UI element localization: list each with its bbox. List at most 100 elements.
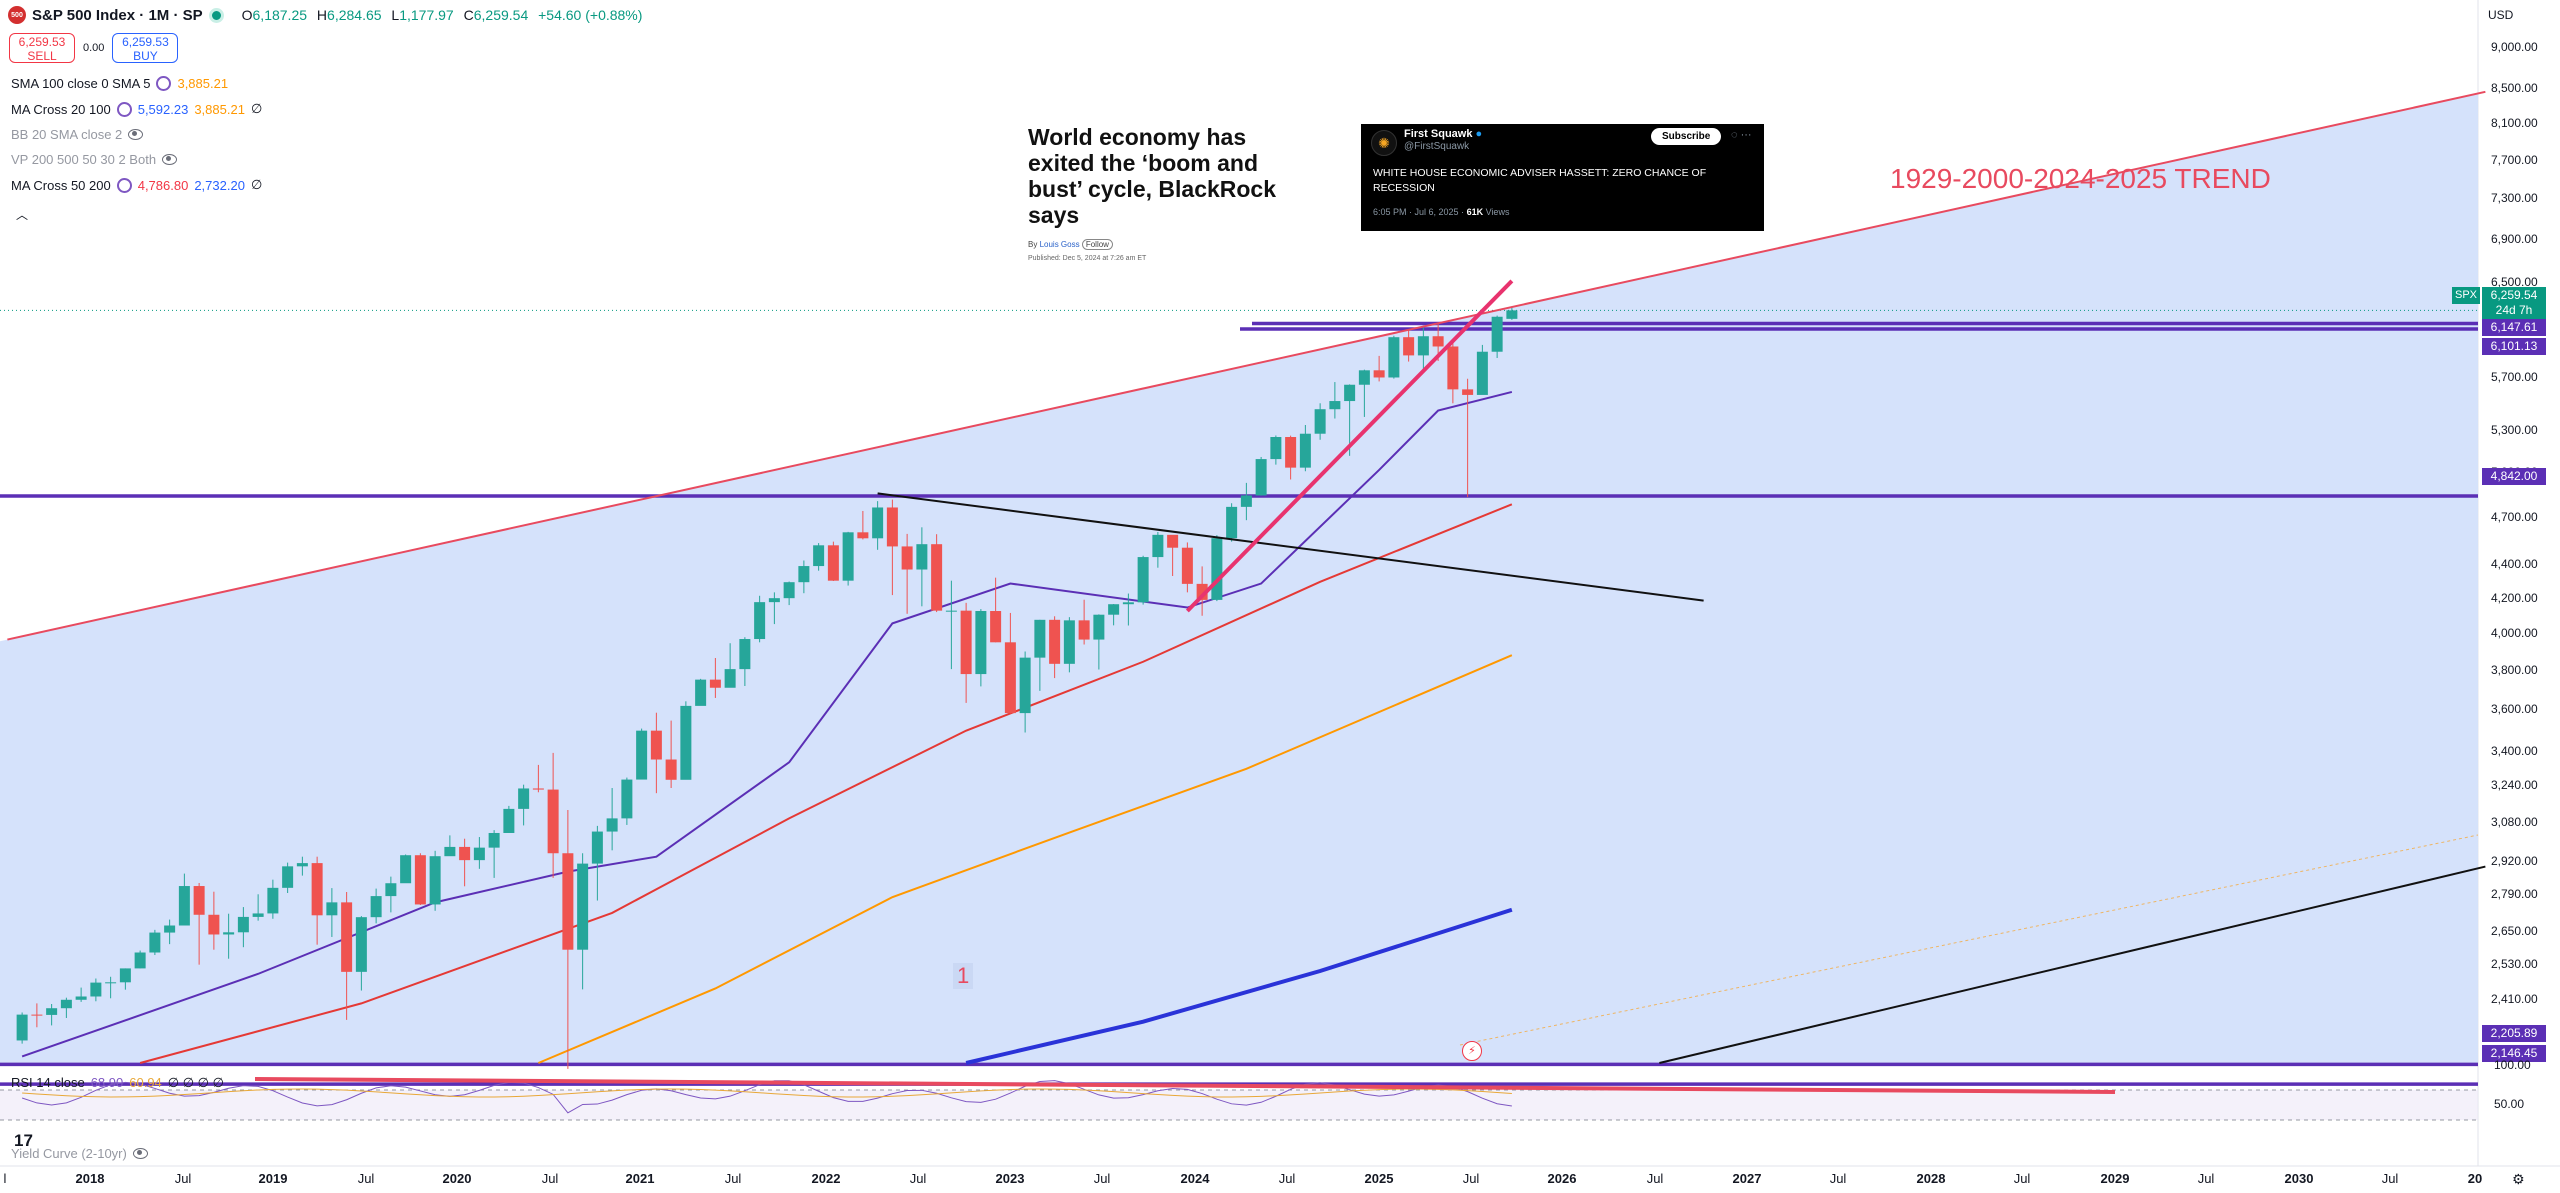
candle [960,602,972,703]
indicator-settings-icon[interactable] [156,76,172,91]
time-axis-label: 2025 [1364,1171,1394,1186]
candle [46,1003,58,1026]
candle [532,764,544,793]
candle [1152,532,1164,568]
price-axis-label: 8,500.00 [2491,81,2538,96]
price-tag: 6,147.61 [2482,319,2546,336]
candle [208,891,220,950]
time-axis-label: 2030 [2284,1171,2314,1186]
candle [709,658,721,698]
candle-body [931,544,943,611]
candle [1063,617,1075,673]
candle [945,580,957,670]
candle-body [46,1008,58,1015]
time-axis-label: 2022 [811,1171,841,1186]
price-axis-label: 3,400.00 [2491,743,2538,758]
rsi-value: 68.90 [90,1075,124,1090]
candle-body [990,611,1002,643]
hidden-eye-icon[interactable] [128,129,144,140]
currency-label[interactable]: USD [2488,8,2514,22]
projection-dotted-line [1459,834,2479,1046]
bolt-event-icon[interactable]: ⚡ [1462,1041,1482,1061]
spx-tag: SPX [2452,287,2480,304]
candle-body [134,952,146,969]
candle [252,894,264,921]
buy-label: BUY [133,49,158,63]
trend-channel-fill [0,93,2478,1063]
candle [1388,335,1400,379]
candle [267,879,279,919]
time-axis-label: l [3,1171,7,1186]
tweet-clipping: ✺ First Squawk ● @FirstSquawk Subscribe … [1361,124,1764,231]
rsi-trend-line [254,1077,2116,1094]
tradingview-logo[interactable]: 17 [14,1131,33,1150]
candle-body [1329,401,1341,410]
candle [488,830,500,878]
indicator-row[interactable]: MA Cross 20 100 5,592.23 3,885.21 ∅ [11,101,262,117]
rsi-legend: RSI 14 close 68.90 60.94 ∅ ∅ ∅ ∅ [11,1075,224,1091]
time-axis-label: 20 [2467,1171,2483,1186]
news-byline: By Louis Goss Follow [1028,239,1278,250]
close-value: 6,259.54 [473,7,529,23]
candle [444,835,456,857]
indicator-row[interactable]: VP 200 500 50 30 2 Both [11,152,178,167]
candle-body [695,679,707,706]
indicator-name: SMA 100 close 0 SMA 5 [11,76,151,91]
candle [872,501,884,550]
price-axis-label: 7,300.00 [2491,191,2538,206]
price-tag: 2,205.89 [2482,1025,2546,1042]
tweet-more-icon: ◌ ··· [1731,129,1752,141]
candle-body [75,996,87,1000]
candle-body [459,846,471,861]
candle [1329,382,1341,419]
indicator-name: MA Cross 50 200 [11,177,111,193]
news-headline: World economy has exited the ‘boom and b… [1028,124,1277,228]
candle-body [975,611,987,675]
hidden-eye-icon[interactable] [162,154,178,165]
candle-body [901,546,913,570]
candle-body [1137,557,1149,603]
candle [1034,619,1046,691]
price-axis-label: 2,790.00 [2491,886,2538,901]
price-axis-label: 2,530.00 [2491,957,2538,972]
time-axis-label: 2024 [1180,1171,1210,1186]
price-axis-label: 2,650.00 [2491,923,2538,938]
indicator-settings-icon[interactable] [116,177,132,193]
candle-body [341,902,353,972]
buy-button[interactable]: 6,259.53 BUY [112,33,179,63]
candle-body [547,789,559,854]
symbol-title[interactable]: S&P 500 Index · 1M · SP [32,6,203,24]
hidden-eye-icon[interactable] [132,1148,148,1159]
candle [193,882,205,965]
tweet-meta: 6:05 PM · Jul 6, 2025 · 61K Views [1373,207,1509,217]
candle [31,1003,43,1028]
time-axis-label: 2027 [1732,1171,1762,1186]
sell-button[interactable]: 6,259.53 SELL [9,33,75,63]
candle-body [178,886,190,926]
time-axis-label: Jul [174,1171,192,1186]
candle-body [1403,337,1415,356]
candle [164,919,176,945]
collapse-legend-icon[interactable]: ︿ [16,208,29,222]
market-status-icon [208,7,224,23]
news-published: Published: Dec 5, 2024 at 7:26 am ET [1028,255,1147,262]
candle [1137,555,1149,605]
candle [60,997,72,1018]
candle [695,678,707,706]
candle [1211,535,1223,602]
indicator-settings-icon[interactable] [116,101,132,117]
settings-gear-icon[interactable]: ⚙ [2512,1171,2525,1187]
candle [341,891,353,1020]
time-axis-label: Jul [909,1171,927,1186]
candle-body [945,610,957,612]
candle [149,929,161,956]
candle [606,788,618,851]
candle [1240,482,1252,521]
candle-body [208,914,220,935]
candle [754,595,766,643]
indicator-row[interactable]: SMA 100 close 0 SMA 5 3,885.21 [11,76,228,91]
indicator-row[interactable]: MA Cross 50 200 4,786.80 2,732.20 ∅ [11,177,262,193]
candle-body [223,932,235,935]
indicator-row[interactable]: BB 20 SMA close 2 [11,127,144,142]
